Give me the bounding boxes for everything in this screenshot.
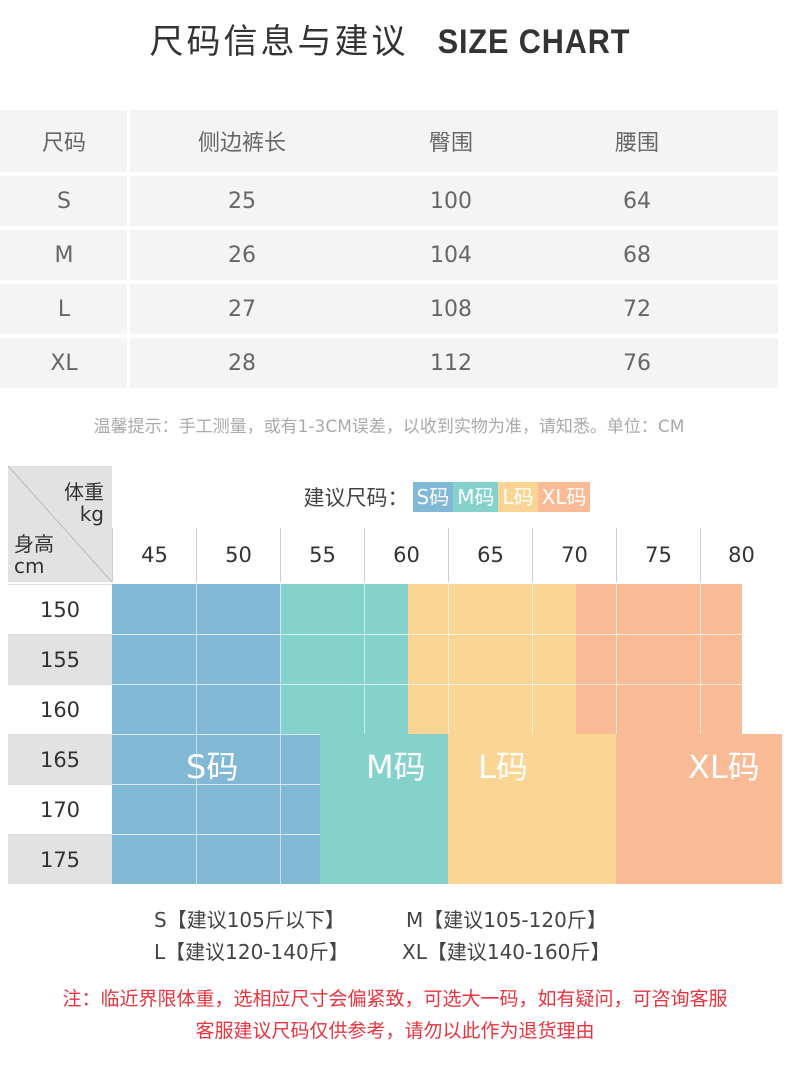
hip-cell: 108: [430, 296, 472, 322]
page-title: 尺码信息与建议 SIZE CHART: [0, 14, 790, 63]
size-table-header-row: 尺码 侧边裤长 臀围 腰围: [0, 110, 778, 172]
waist-cell: 64: [623, 188, 651, 214]
weight-cell: 55: [280, 528, 364, 582]
measurement-note: 温馨提示：手工测量，或有1-3CM误差，以收到实物为准，请知悉。单位：CM: [93, 417, 685, 437]
zone-label-xl: XL码: [688, 748, 760, 786]
weight-cell: 60: [364, 528, 448, 582]
zone-m-top: [280, 584, 408, 734]
zone-label-m: M码: [366, 748, 426, 786]
hip-cell: 100: [430, 188, 472, 214]
legend-xl: XL码: [537, 482, 591, 512]
size-table: 尺码 侧边裤长 臀围 腰围 S 25 100 64 M 26 104 68 L …: [0, 110, 778, 392]
weight-unit: kg: [79, 502, 104, 526]
zone-xl-top: [576, 584, 742, 734]
hip-cell: 112: [430, 350, 472, 376]
weight-cell: 65: [448, 528, 532, 582]
zone-l-top: [408, 584, 576, 734]
table-row: M 26 104 68: [0, 230, 778, 280]
size-recommendation-grid: 体重 kg 身高 cm 建议尺码： S码 M码 L码 XL码 45 50 55 …: [8, 466, 782, 886]
zone-label-l: L码: [478, 748, 528, 786]
legend-l: L码: [498, 482, 538, 512]
column-divider: [127, 110, 130, 392]
warning-line-1: 注：临近界限体重，选相应尺寸会偏紧致，可选大一码，如有疑问，可咨询客服: [62, 988, 728, 1010]
grid-line: [112, 734, 320, 735]
hip-header: 臀围: [428, 131, 473, 156]
height-cell: 160: [8, 684, 112, 734]
grid-line: [112, 834, 320, 835]
legend-s: S码: [412, 482, 454, 512]
weight-cell: 70: [532, 528, 616, 582]
height-cell: 165: [8, 734, 112, 784]
height-cell: 150: [8, 584, 112, 634]
title-en: SIZE CHART: [437, 23, 630, 61]
grid-line: [112, 634, 742, 635]
diagonal-line: [8, 466, 112, 582]
size-cell: M: [54, 242, 74, 268]
recommend-m: M【建议105-120斤】: [406, 908, 607, 932]
table-row: L 27 108 72: [0, 284, 778, 334]
grid-line: [112, 684, 742, 685]
zone-xl-bottom: [616, 734, 782, 884]
height-cell: 170: [8, 784, 112, 834]
grid-line: [448, 584, 449, 734]
zone-label-s: S码: [186, 748, 239, 786]
zone-s-bottom: [112, 734, 320, 884]
weight-cell: 75: [616, 528, 700, 582]
size-cell: XL: [50, 350, 78, 376]
recommend-s: S【建议105斤以下】: [154, 908, 345, 932]
grid-line: [364, 584, 365, 734]
size-header: 尺码: [41, 131, 86, 156]
warning-line-2: 客服建议尺码仅供参考，请勿以此作为退货理由: [195, 1020, 595, 1042]
legend-m: M码: [453, 482, 499, 512]
height-label: 身高: [14, 532, 54, 556]
grid-line: [112, 784, 320, 785]
legend-label: 建议尺码：: [303, 486, 409, 510]
zone-m-bottom: [320, 734, 448, 884]
grid-line: [616, 584, 617, 734]
waist-cell: 68: [623, 242, 651, 268]
table-row: S 25 100 64: [0, 176, 778, 226]
waist-cell: 76: [623, 350, 651, 376]
size-cell: L: [57, 296, 71, 322]
height-cell: 155: [8, 634, 112, 684]
recommend-l: L【建议120-140斤】: [154, 940, 349, 964]
weight-cell: 50: [196, 528, 280, 582]
weight-cell: 45: [112, 528, 196, 582]
height-unit: cm: [14, 554, 45, 578]
size-legend: 建议尺码： S码 M码 L码 XL码: [112, 466, 782, 528]
weight-label: 体重: [64, 480, 104, 504]
length-header: 侧边裤长: [197, 131, 286, 156]
grid-line: [700, 584, 701, 734]
waist-cell: 72: [623, 296, 651, 322]
waist-header: 腰围: [614, 131, 659, 156]
length-cell: 26: [228, 242, 256, 268]
zone-l-bottom: [448, 734, 616, 884]
size-cell: S: [57, 188, 71, 214]
grid-corner: 体重 kg 身高 cm: [8, 466, 112, 582]
length-cell: 25: [228, 188, 256, 214]
length-cell: 27: [228, 296, 256, 322]
height-cell: 175: [8, 834, 112, 884]
recommend-xl: XL【建议140-160斤】: [402, 940, 611, 964]
title-cn: 尺码信息与建议: [149, 22, 409, 62]
table-row: XL 28 112 76: [0, 338, 778, 388]
hip-cell: 104: [430, 242, 472, 268]
grid-line: [532, 584, 533, 734]
weight-cell: 80: [700, 528, 782, 582]
length-cell: 28: [228, 350, 256, 376]
